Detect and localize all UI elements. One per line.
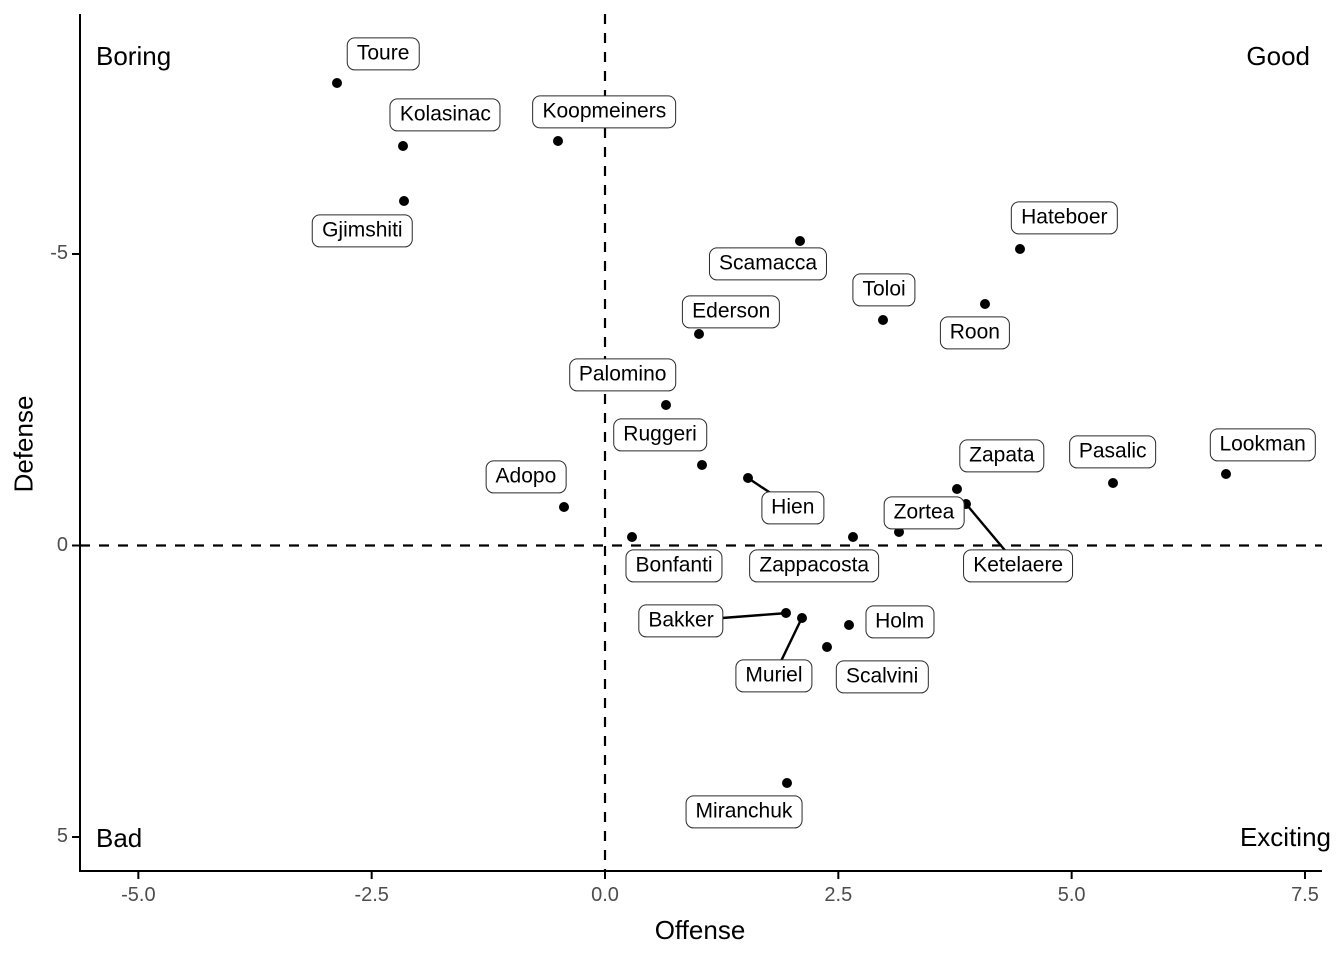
data-point-koopmeiners (553, 135, 564, 146)
player-label-bonfanti: Bonfanti (625, 549, 723, 583)
data-point-ederson (694, 328, 705, 339)
data-point-roon (979, 299, 990, 310)
data-point-scamacca (795, 236, 806, 247)
data-point-bakker (781, 608, 792, 619)
player-label-bakker: Bakker (638, 604, 724, 638)
player-label-roon: Roon (939, 316, 1010, 350)
player-label-toloi: Toloi (852, 273, 916, 307)
data-point-ruggeri (697, 460, 708, 471)
data-point-ketelaere (961, 499, 972, 510)
data-point-hien (742, 472, 753, 483)
y-tick-label: -5 (50, 242, 68, 264)
x-tick-label: -5.0 (121, 884, 156, 906)
x-tick-label: 2.5 (824, 884, 853, 906)
y-tick-label: 0 (56, 533, 68, 556)
player-label-toure: Toure (346, 37, 420, 71)
x-tick-label: 7.5 (1291, 884, 1319, 906)
x-axis-title: Offense (654, 915, 746, 945)
player-label-scalvini: Scalvini (835, 660, 929, 694)
player-label-hien: Hien (761, 491, 825, 525)
quadrant-label-bad: Bad (96, 823, 143, 853)
player-label-zappacosta: Zappacosta (749, 549, 880, 583)
player-label-adopo: Adopo (485, 460, 567, 494)
data-point-zappacosta (848, 531, 859, 542)
data-point-muriel (796, 612, 807, 623)
quadrant-label-good: Good (1246, 41, 1310, 71)
player-label-muriel: Muriel (735, 659, 813, 693)
data-point-holm (843, 619, 854, 630)
player-label-miranchuk: Miranchuk (685, 795, 803, 829)
player-label-gjimshiti: Gjimshiti (312, 214, 413, 248)
player-label-scamacca: Scamacca (709, 247, 828, 281)
data-point-zapata (951, 483, 962, 494)
player-label-koopmeiners: Koopmeiners (532, 95, 677, 129)
data-point-palomino (660, 399, 671, 410)
data-point-lookman (1220, 468, 1231, 479)
data-point-miranchuk (781, 777, 792, 788)
data-point-zortea (893, 527, 904, 538)
player-label-hateboer: Hateboer (1011, 201, 1118, 235)
data-point-toure (332, 78, 343, 89)
data-point-adopo (558, 502, 569, 513)
player-label-zapata: Zapata (959, 439, 1045, 473)
data-point-hateboer (1015, 243, 1026, 254)
player-label-kolasinac: Kolasinac (389, 98, 501, 132)
player-label-holm: Holm (865, 605, 935, 639)
x-tick-label: 0.0 (591, 884, 619, 906)
data-point-gjimshiti (399, 195, 410, 206)
player-label-palomino: Palomino (568, 358, 677, 392)
player-label-ruggeri: Ruggeri (613, 418, 707, 452)
player-label-ketelaere: Ketelaere (963, 549, 1074, 583)
quadrant-label-boring: Boring (96, 41, 172, 71)
data-point-toloi (878, 314, 889, 325)
player-label-lookman: Lookman (1209, 428, 1316, 462)
data-point-scalvini (822, 641, 833, 652)
x-tick-label: -2.5 (354, 884, 389, 906)
y-tick-label: 5 (56, 825, 68, 847)
data-point-kolasinac (398, 141, 409, 152)
x-tick-label: 5.0 (1057, 884, 1086, 906)
data-point-pasalic (1107, 478, 1118, 489)
player-label-zortea: Zortea (883, 496, 965, 530)
data-point-bonfanti (627, 531, 638, 542)
player-label-pasalic: Pasalic (1068, 435, 1157, 469)
quadrant-label-exciting: Exciting (1239, 822, 1331, 852)
player-label-ederson: Ederson (682, 295, 781, 329)
